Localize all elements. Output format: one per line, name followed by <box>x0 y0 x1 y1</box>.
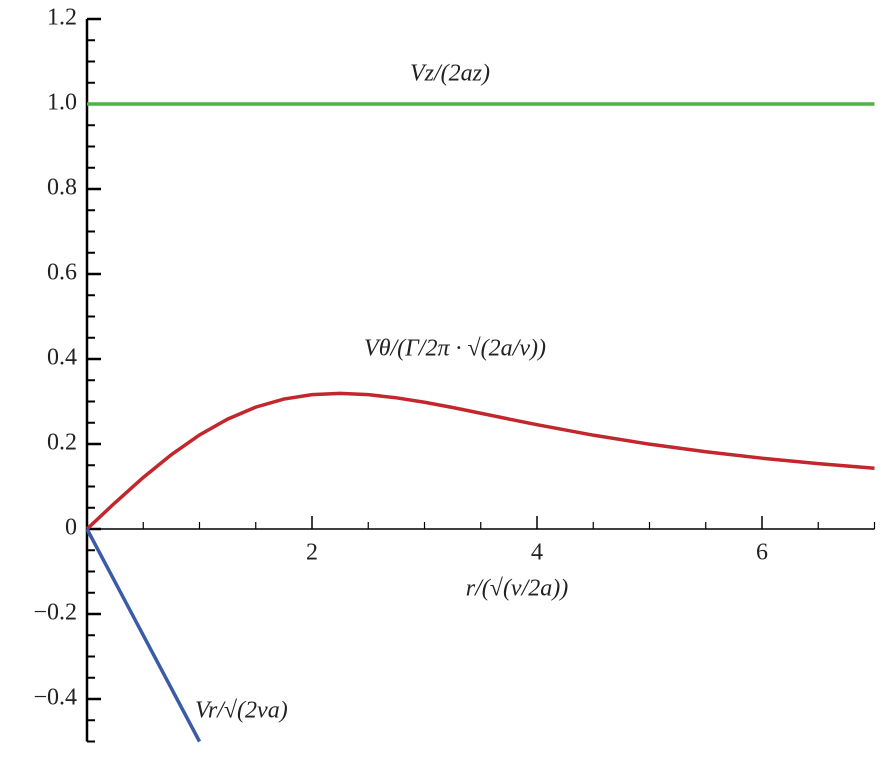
y-tick-label: 1.0 <box>47 90 77 116</box>
x-tick-label: 4 <box>531 540 543 566</box>
y-tick-label: 0 <box>65 515 77 541</box>
y-tick-label: 0.2 <box>47 430 77 456</box>
y-tick-label: 0.4 <box>47 345 77 371</box>
series-label: Vr/√(2νa) <box>195 698 288 724</box>
series-label: Vθ/(Γ/2π · √(2a/ν)) <box>364 336 546 362</box>
series-line <box>85 528 202 743</box>
y-tick-label: 1.2 <box>47 5 77 31</box>
x-tick-label: 2 <box>306 540 318 566</box>
y-tick-label: −0.2 <box>33 600 77 626</box>
x-axis-label: r/(√(ν/2a)) <box>466 576 568 602</box>
y-tick-label: 0.6 <box>47 260 77 286</box>
x-tick-label: 6 <box>756 540 768 566</box>
y-tick-label: −0.4 <box>33 685 77 711</box>
series-label: Vz/(2az) <box>410 61 490 87</box>
series-line <box>85 391 875 531</box>
y-tick-label: 0.8 <box>47 175 77 201</box>
